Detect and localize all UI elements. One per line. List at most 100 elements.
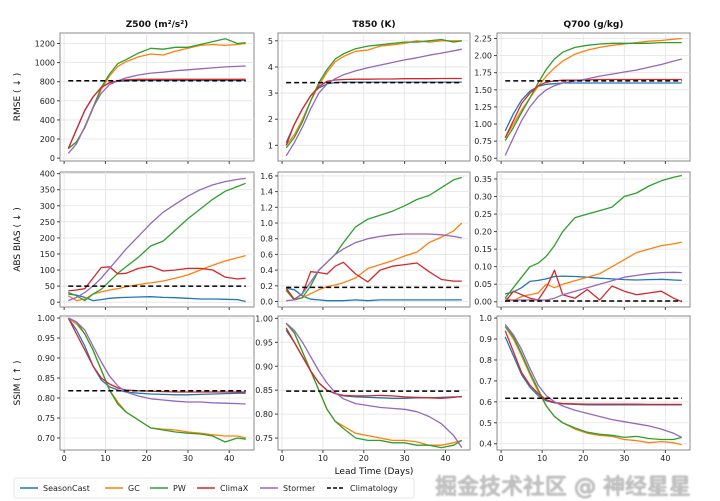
series-line-gc [505, 241, 682, 302]
y-tick-label: 50 [45, 282, 55, 291]
y-tick-label: 0.75 [37, 414, 55, 423]
y-tick-label: 2.25 [474, 34, 492, 43]
y-tick-label: 1.0 [479, 314, 492, 323]
series-line-gc [285, 222, 463, 301]
y-tick-label: 2.00 [474, 52, 492, 61]
plot-area [59, 171, 255, 308]
x-tick-label: 10 [537, 454, 547, 463]
subplot-5: 0.0 0.2 0.4 0.6 0.8 1.0 1.2 1.4 1.6 [260, 171, 471, 310]
subplot-3: 0.50 0.75 1.00 1.25 1.50 1.75 2.00 2.25 Q700 (g/… [474, 20, 691, 164]
plot-area [59, 315, 255, 451]
series-line-seasoncast [504, 82, 682, 132]
y-tick-label: 1000 [35, 59, 55, 68]
series-line-stormer [285, 322, 463, 448]
y-tick-label: 150 [40, 250, 55, 259]
series-line-stormer [505, 271, 682, 301]
series-line-climax [504, 269, 683, 303]
watermark: 掘金技术社区 @ 神经星星 [435, 475, 691, 500]
plot-area [496, 315, 691, 451]
subplot-9: 0.4 0.5 0.6 0.7 0.8 0.9 1.0 0 10 20 30 40 [479, 314, 691, 463]
y-tick-label: 0.10 [474, 263, 492, 272]
series-line-climax [67, 78, 246, 149]
y-tick-label: 3 [268, 89, 273, 98]
plot-area [496, 32, 691, 162]
y-axis-label: SSIM ( ↑ ) [13, 361, 23, 406]
y-tick-label: 350 [40, 186, 55, 195]
series-line-seasoncast [505, 275, 682, 295]
y-tick-label: 200 [40, 135, 55, 144]
y-tick-label: 250 [40, 218, 55, 227]
series-line-pw [504, 326, 682, 441]
x-axis-label: Lead Time (Days) [335, 467, 414, 477]
y-tick-label: 0.9 [479, 335, 492, 344]
y-tick-label: 1 [268, 141, 273, 150]
series-line-climax [285, 327, 462, 399]
y-tick-label: 0.00 [474, 298, 492, 307]
y-tick-label: 400 [40, 170, 55, 179]
y-tick-label: 0.95 [37, 334, 55, 343]
legend-label-seasoncast: SeasonCast [43, 484, 90, 493]
x-tick-label: 40 [660, 454, 670, 463]
series-line-stormer [68, 317, 246, 405]
y-tick-label: 0.70 [37, 434, 55, 443]
plot-area [277, 171, 471, 308]
series-line-climax [285, 261, 462, 300]
subplot-title: Q700 (g/kg) [564, 20, 624, 30]
x-tick-label: 40 [224, 454, 234, 463]
series-line-gc [504, 326, 682, 446]
series-line-seasoncast [286, 287, 462, 302]
y-tick-label: 0.6 [260, 250, 273, 259]
y-tick-label: 5 [268, 37, 273, 46]
x-tick-label: 0 [280, 454, 285, 463]
subplot-2: 1 2 3 4 5 T850 (K) [268, 20, 471, 164]
y-tick-label: 1.6 [260, 172, 273, 181]
series-line-climax [504, 330, 682, 406]
y-tick-label: 0.8 [260, 235, 273, 244]
x-tick-label: 10 [318, 454, 328, 463]
y-tick-label: 4 [268, 63, 273, 72]
plot-area [59, 32, 255, 162]
y-tick-label: 0.6 [479, 398, 492, 407]
legend-label-climax: ClimaX [220, 484, 249, 493]
y-tick-label: 100 [40, 266, 55, 275]
y-tick-label: 0.8 [479, 356, 492, 365]
y-tick-label: 1.00 [255, 314, 273, 323]
series-line-climax [285, 77, 462, 146]
series-line-seasoncast [68, 293, 246, 303]
y-tick-label: 0.20 [474, 228, 492, 237]
series-line-pw [285, 176, 462, 301]
y-tick-label: 0.15 [474, 245, 492, 254]
y-tick-label: 0.50 [474, 154, 492, 163]
y-tick-label: 0.4 [479, 440, 492, 449]
y-tick-label: 0.90 [37, 354, 55, 363]
subplot-1: 0 200 400 600 800 1000 1200 Z500 (m²/s²) RMSE ( … [13, 20, 255, 164]
y-tick-label: 1.4 [260, 188, 273, 197]
series-line-stormer [504, 58, 682, 156]
x-tick-label: 20 [142, 454, 152, 463]
subplot-title: T850 (K) [352, 20, 395, 30]
x-tick-label: 30 [400, 454, 410, 463]
y-tick-label: 0.35 [474, 175, 492, 184]
y-tick-label: 800 [40, 78, 55, 87]
y-tick-label: 0.7 [479, 377, 492, 386]
y-tick-label: 1.25 [474, 103, 492, 112]
series-line-stormer [286, 233, 462, 302]
y-tick-label: 1.2 [260, 203, 273, 212]
y-tick-label: 200 [40, 234, 55, 243]
x-tick-label: 20 [359, 454, 369, 463]
x-tick-label: 30 [619, 454, 629, 463]
y-tick-label: 0.2 [260, 282, 273, 291]
y-tick-label: 0.75 [474, 137, 492, 146]
x-tick-label: 0 [62, 454, 67, 463]
legend-label-gc: GC [128, 484, 140, 493]
y-tick-label: 0 [50, 298, 55, 307]
y-tick-label: 0.30 [474, 193, 492, 202]
plot-area [277, 315, 471, 451]
series-line-stormer [68, 177, 246, 302]
series-line-stormer [285, 48, 462, 157]
series-line-pw [68, 317, 246, 443]
subplot-6: 0.00 0.05 0.10 0.15 0.20 0.25 0.30 0.35 [474, 171, 691, 310]
x-tick-label: 10 [100, 454, 110, 463]
